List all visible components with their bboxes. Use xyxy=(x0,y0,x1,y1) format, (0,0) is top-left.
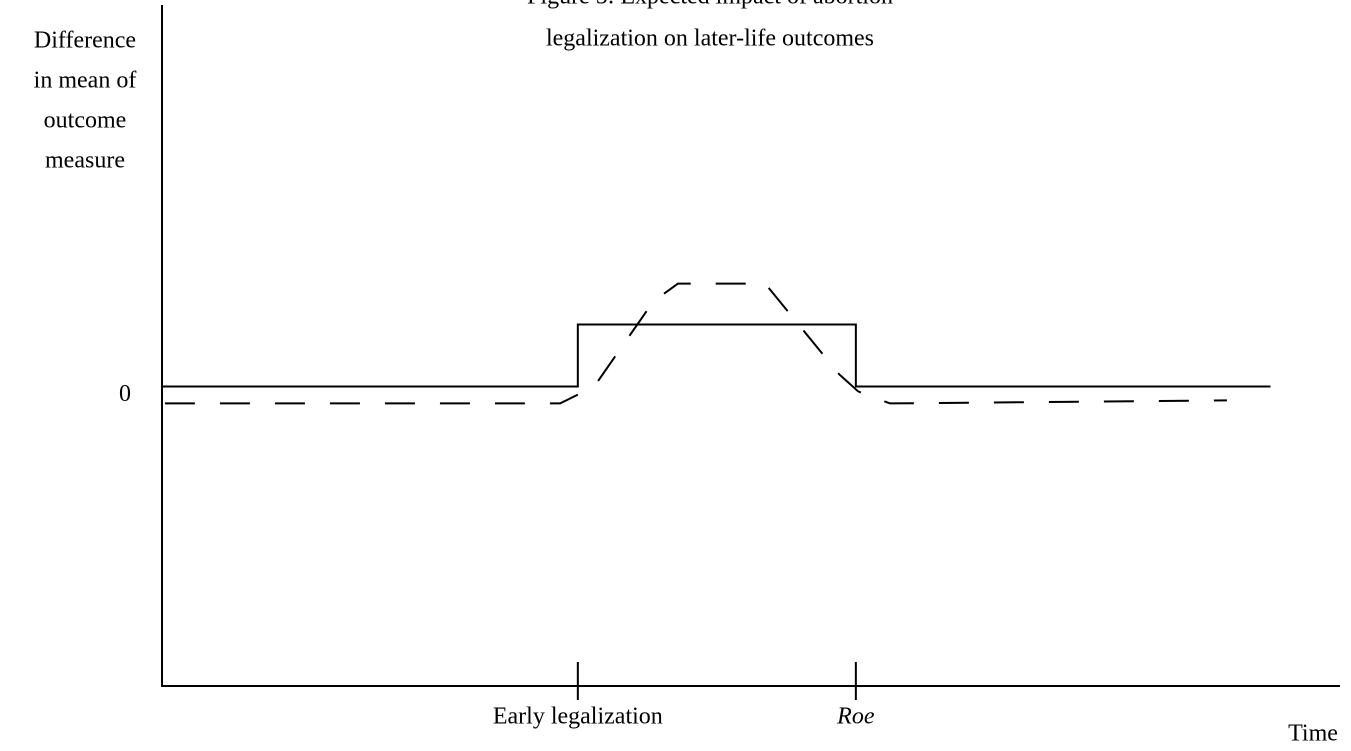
y-axis-label: Difference xyxy=(34,28,136,54)
x-tick-label: Early legalization xyxy=(493,704,663,730)
x-axis-label: Time xyxy=(1288,721,1338,747)
chart-title: Figure 5: Expected impact of abortion xyxy=(527,0,893,10)
y-axis-label: in mean of xyxy=(34,68,137,94)
line xyxy=(162,323,1271,388)
line xyxy=(164,282,1227,405)
y-tick-label: 0 xyxy=(119,381,131,407)
x-tick-label: Roe xyxy=(836,704,875,730)
y-axis-label: measure xyxy=(45,148,125,174)
y-axis-label: outcome xyxy=(44,108,127,134)
chart-title: legalization on later-life outcomes xyxy=(546,26,874,52)
